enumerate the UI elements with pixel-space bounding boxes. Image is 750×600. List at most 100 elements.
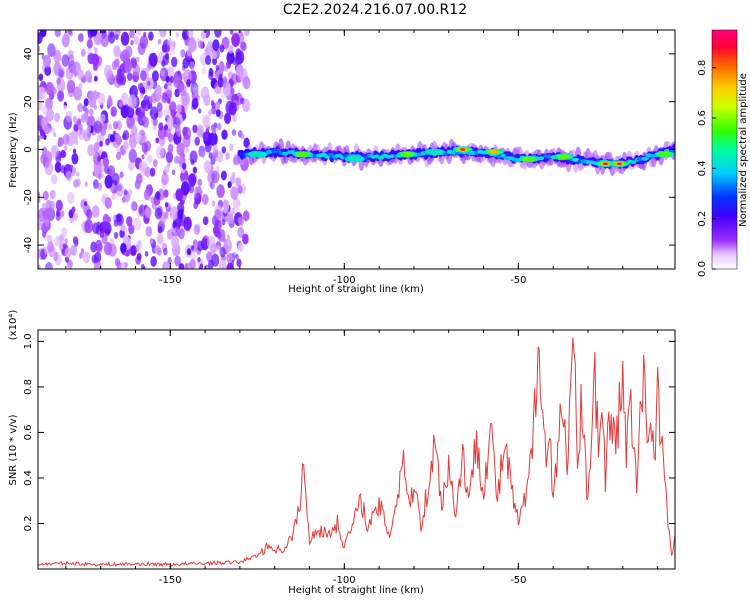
noise-speckle (216, 122, 222, 131)
noise-speckle (182, 126, 188, 136)
noise-speckle (141, 154, 145, 160)
noise-speckle (120, 223, 126, 232)
noise-speckle (155, 137, 160, 144)
y-tick-label: 0.2 (23, 516, 34, 532)
noise-speckle (54, 112, 60, 123)
spectrogram-y-axis-label: Frequency (Hz) (8, 112, 19, 188)
noise-speckle (191, 97, 199, 110)
noise-speckle (77, 118, 82, 125)
noise-speckle (124, 60, 133, 73)
noise-speckle (97, 155, 101, 163)
noise-speckle (87, 90, 95, 102)
noise-speckle (63, 104, 67, 111)
ridge-core (543, 154, 548, 159)
noise-speckle (166, 117, 175, 131)
noise-speckle (156, 145, 165, 159)
noise-speckle (93, 75, 98, 82)
noise-speckle (72, 167, 77, 175)
noise-speckle (181, 112, 187, 120)
noise-speckle (73, 70, 78, 78)
noise-speckle (87, 144, 95, 157)
noise-speckle (154, 207, 162, 220)
noise-speckle (172, 221, 177, 229)
noise-speckle (226, 253, 233, 264)
noise-speckle (157, 225, 163, 234)
noise-speckle (44, 161, 54, 176)
noise-speckle (242, 233, 249, 245)
noise-speckle (212, 126, 217, 134)
noise-speckle (165, 75, 170, 83)
noise-speckle (192, 166, 198, 174)
noise-speckle (176, 142, 185, 156)
y-tick-label: 0.6 (23, 424, 34, 440)
noise-speckle (167, 143, 174, 154)
noise-speckle (118, 100, 124, 108)
spectrogram-x-ticks: -150 -100 -50 (65, 30, 659, 286)
noise-speckle (127, 72, 133, 81)
spectrogram-panel: -150 -100 -50 -40 -20 0 20 40 Height of straig… (8, 29, 676, 295)
noise-speckle (116, 213, 122, 222)
noise-speckle (227, 234, 231, 240)
noise-speckle (169, 76, 175, 84)
noise-speckle (174, 255, 181, 267)
noise-speckle (189, 150, 198, 164)
noise-speckle (163, 83, 168, 90)
noise-speckle (190, 245, 195, 251)
noise-speckle (111, 192, 116, 200)
noise-speckle (120, 242, 127, 254)
ridge-hotspot (521, 156, 536, 162)
noise-speckle (107, 165, 116, 179)
noise-speckle (128, 94, 137, 109)
noise-speckle (38, 73, 44, 82)
noise-speckle (100, 127, 106, 137)
snr-scale-label: (x10⁴) (8, 310, 19, 341)
noise-speckle (47, 43, 56, 57)
noise-speckle (195, 192, 200, 200)
noise-speckle (157, 109, 163, 118)
noise-speckle (232, 197, 241, 210)
noise-speckle (228, 45, 234, 54)
noise-speckle (105, 118, 109, 124)
noise-speckle (195, 124, 204, 138)
noise-speckle (135, 30, 142, 36)
noise-speckle (130, 200, 137, 212)
noise-speckle (38, 101, 43, 111)
noise-speckle (65, 170, 73, 182)
noise-speckle (235, 253, 239, 260)
noise-speckle (130, 39, 134, 46)
noise-speckle (240, 41, 247, 52)
noise-speckle (85, 116, 92, 126)
noise-speckle (96, 120, 100, 126)
ridge-core (282, 151, 289, 156)
noise-speckle (230, 73, 238, 85)
noise-speckle (149, 238, 154, 244)
noise-speckle (120, 104, 129, 119)
noise-speckle (222, 199, 229, 210)
noise-speckle (49, 83, 55, 94)
noise-speckle (72, 236, 79, 245)
noise-speckle (185, 146, 190, 153)
noise-speckle (205, 55, 212, 66)
noise-speckle (126, 105, 135, 119)
spectrogram-y-ticks: -40 -20 0 20 40 (23, 48, 675, 253)
noise-speckle (65, 110, 73, 123)
noise-speckle (97, 173, 102, 180)
noise-speckle (44, 262, 53, 269)
noise-speckle (84, 181, 88, 187)
noise-speckle (102, 221, 108, 230)
noise-speckle (114, 58, 120, 68)
noise-speckle (183, 216, 192, 231)
noise-speckle (39, 131, 45, 140)
noise-speckle (203, 115, 210, 127)
noise-speckle (156, 234, 164, 246)
noise-speckle (38, 45, 41, 53)
noise-speckle (46, 108, 54, 122)
noise-speckle (83, 129, 91, 142)
noise-speckle (112, 121, 119, 130)
colorbar-gradient (711, 29, 738, 270)
noise-speckle (138, 161, 146, 172)
noise-speckle (176, 104, 182, 113)
snr-y-ticks: 0.2 0.4 0.6 0.8 1.0 (23, 333, 675, 531)
x-tick-label: -150 (159, 575, 182, 586)
noise-speckle (102, 157, 110, 168)
